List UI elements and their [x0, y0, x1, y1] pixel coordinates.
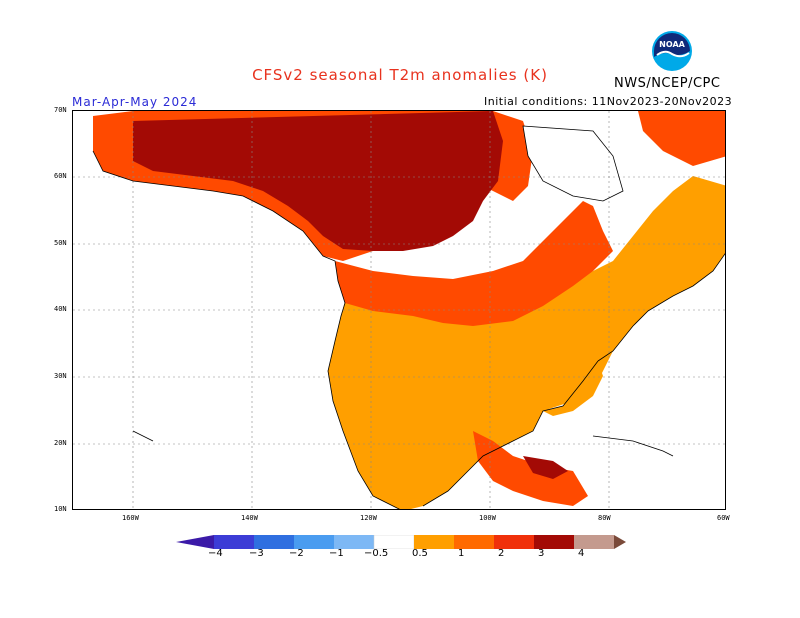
- map-svg: [73, 111, 725, 509]
- lat-label-50n: 50N: [54, 239, 67, 247]
- colorbar-bin: [494, 535, 534, 549]
- map-title: CFSv2 seasonal T2m anomalies (K): [252, 66, 548, 84]
- lat-label-70n: 70N: [54, 106, 67, 114]
- colorbar-bin: [254, 535, 294, 549]
- colorbar-bin: [414, 535, 454, 549]
- colorbar-label: 2: [498, 548, 505, 559]
- coastlines: [92, 125, 725, 509]
- colorbar-label: 3: [538, 548, 545, 559]
- anomaly-region-orange: [328, 176, 725, 509]
- lat-label-20n: 20N: [54, 439, 67, 447]
- colorbar-label: −3: [249, 548, 264, 559]
- colorbar-bin: [294, 535, 334, 549]
- colorbar-bin: [534, 535, 574, 549]
- colorbar-arrow-low: [176, 535, 214, 549]
- lon-label-120w: 120W: [360, 514, 377, 522]
- logo-text: NOAA: [659, 40, 685, 49]
- anomaly-region-darkred: [133, 111, 503, 251]
- colorbar-arrow-high: [614, 535, 626, 549]
- colorbar-bin: [373, 534, 415, 550]
- colorbar-label: 4: [578, 548, 585, 559]
- colorbar-bin: [574, 535, 614, 549]
- lat-label-60n: 60N: [54, 172, 67, 180]
- colorbar-bin: [454, 535, 494, 549]
- lon-label-80w: 80W: [598, 514, 611, 522]
- noaa-logo-icon: NOAA: [651, 30, 693, 72]
- forecast-period: Mar-Apr-May 2024: [72, 95, 198, 109]
- lat-label-30n: 30N: [54, 372, 67, 380]
- colorbar: [176, 534, 626, 553]
- lon-label-140w: 140W: [241, 514, 258, 522]
- anomaly-region-darkred-south: [523, 456, 568, 479]
- colorbar-label: 0.5: [412, 548, 428, 559]
- anomaly-region-greenland: [638, 111, 725, 166]
- lat-label-10n: 10N: [54, 505, 67, 513]
- lon-label-100w: 100W: [479, 514, 496, 522]
- anomaly-region-red: [335, 201, 613, 326]
- grid-lines: [73, 111, 725, 509]
- hudson-bay: [523, 126, 623, 201]
- lat-label-40n: 40N: [54, 305, 67, 313]
- colorbar-label: 1: [458, 548, 465, 559]
- lon-label-160w: 160W: [122, 514, 139, 522]
- lon-label-60w: 60W: [717, 514, 730, 522]
- agency-label: NWS/NCEP/CPC: [614, 76, 721, 91]
- colorbar-label: −1: [329, 548, 344, 559]
- colorbar-label: −4: [208, 548, 223, 559]
- anomaly-map: [72, 110, 726, 510]
- colorbar-bin: [214, 535, 254, 549]
- colorbar-label: −0.5: [364, 548, 389, 559]
- colorbar-label: −2: [289, 548, 304, 559]
- initial-conditions: Initial conditions: 11Nov2023-20Nov2023: [484, 95, 733, 108]
- colorbar-bin: [334, 535, 374, 549]
